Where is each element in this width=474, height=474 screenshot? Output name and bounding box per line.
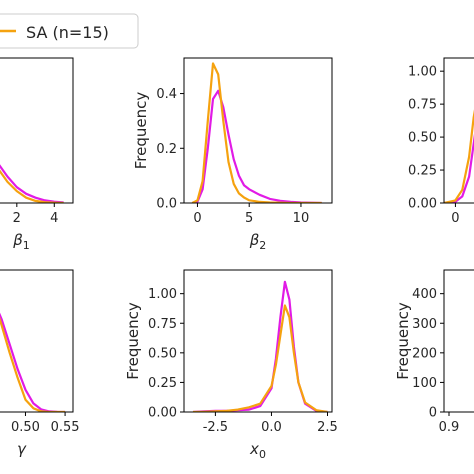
ytick-label-p13-4: 1.00	[408, 65, 437, 80]
series-p12-1	[191, 62, 322, 203]
ytick-label-p13-2: 0.50	[408, 131, 437, 146]
ytick-label-p13-0: 0.00	[408, 197, 437, 212]
ytick-label-p12-1: 0.2	[156, 142, 177, 157]
ytick-label-p23-1: 100	[412, 376, 437, 391]
ylabel-p12: Frequency	[132, 92, 150, 170]
xlabel-p12: β2	[249, 231, 267, 252]
ytick-label-p22-4: 1.00	[148, 287, 177, 302]
panel-p11: 2 4 β1	[0, 57, 74, 252]
xtick-label-p11-0: 2	[13, 211, 21, 226]
series-p12-0	[192, 89, 322, 203]
axes-frame-p11	[0, 57, 74, 204]
series-p13-1	[444, 109, 474, 203]
ytick-label-p23-4: 400	[412, 287, 437, 302]
series-p13-0	[444, 133, 474, 203]
xtick-label-p12-1: 5	[245, 211, 253, 226]
xtick-label-p11-1: 4	[50, 211, 58, 226]
xtick-label-p23-0: 0.9	[439, 420, 460, 435]
series-p22-0	[192, 280, 328, 412]
panel-p22: -2.5 0.0 2.5 0.00 0.25 0.50 0.75 1.00 x0 Frequenc…	[124, 269, 338, 461]
axes-frame-p13	[443, 57, 474, 204]
xtick-label-p21-0: 0.50	[11, 420, 40, 435]
series-p21-0	[0, 312, 66, 412]
series-p11-1	[0, 169, 64, 203]
panel-p13: 0 0.00 0.25 0.50 0.75 1.00	[408, 57, 474, 226]
panel-p12: 0 5 10 0.0 0.2 0.4 β2 Frequency	[132, 57, 333, 252]
xtick-label-p22-1: 0.0	[261, 420, 282, 435]
legend-label-sa: SA (n=15)	[26, 23, 109, 42]
legend: SA (n=15)	[0, 13, 139, 49]
axes-frame-p22	[183, 269, 333, 413]
panel-p21: 0.50 0.55 γ	[0, 269, 80, 458]
xtick-label-p12-0: 0	[193, 211, 201, 226]
xlabel-p21: γ	[17, 440, 27, 458]
ytick-label-p22-1: 0.25	[148, 376, 177, 391]
ytick-label-p23-0: 0	[429, 406, 437, 421]
ytick-label-p22-0: 0.00	[148, 406, 177, 421]
series-p21-1	[0, 316, 66, 412]
axes-frame-p23	[443, 269, 474, 413]
series-p11-0	[0, 164, 64, 203]
xtick-label-p12-2: 10	[293, 211, 310, 226]
ylabel-p22: Frequency	[124, 302, 142, 380]
ytick-label-p13-1: 0.25	[408, 164, 437, 179]
ytick-label-p12-0: 0.0	[156, 197, 177, 212]
series-p22-1	[192, 304, 328, 412]
xlabel-p22: x0	[249, 440, 266, 461]
ytick-label-p23-3: 300	[412, 317, 437, 332]
ytick-label-p22-2: 0.50	[148, 346, 177, 361]
ytick-label-p23-2: 200	[412, 346, 437, 361]
xtick-label-p22-0: -2.5	[203, 420, 228, 435]
ytick-label-p22-3: 0.75	[148, 317, 177, 332]
legend-frame	[0, 13, 139, 49]
xlabel-p11: β1	[12, 231, 30, 252]
xtick-label-p22-2: 2.5	[317, 420, 338, 435]
ylabel-p23: Frequency	[394, 302, 412, 380]
axes-frame-p12	[183, 57, 333, 204]
axes-frame-p21	[0, 269, 74, 413]
ytick-label-p13-3: 0.75	[408, 98, 437, 113]
xtick-label-p13-0: 0	[451, 211, 459, 226]
ytick-label-p12-2: 0.4	[156, 87, 177, 102]
xtick-label-p21-1: 0.55	[51, 420, 80, 435]
